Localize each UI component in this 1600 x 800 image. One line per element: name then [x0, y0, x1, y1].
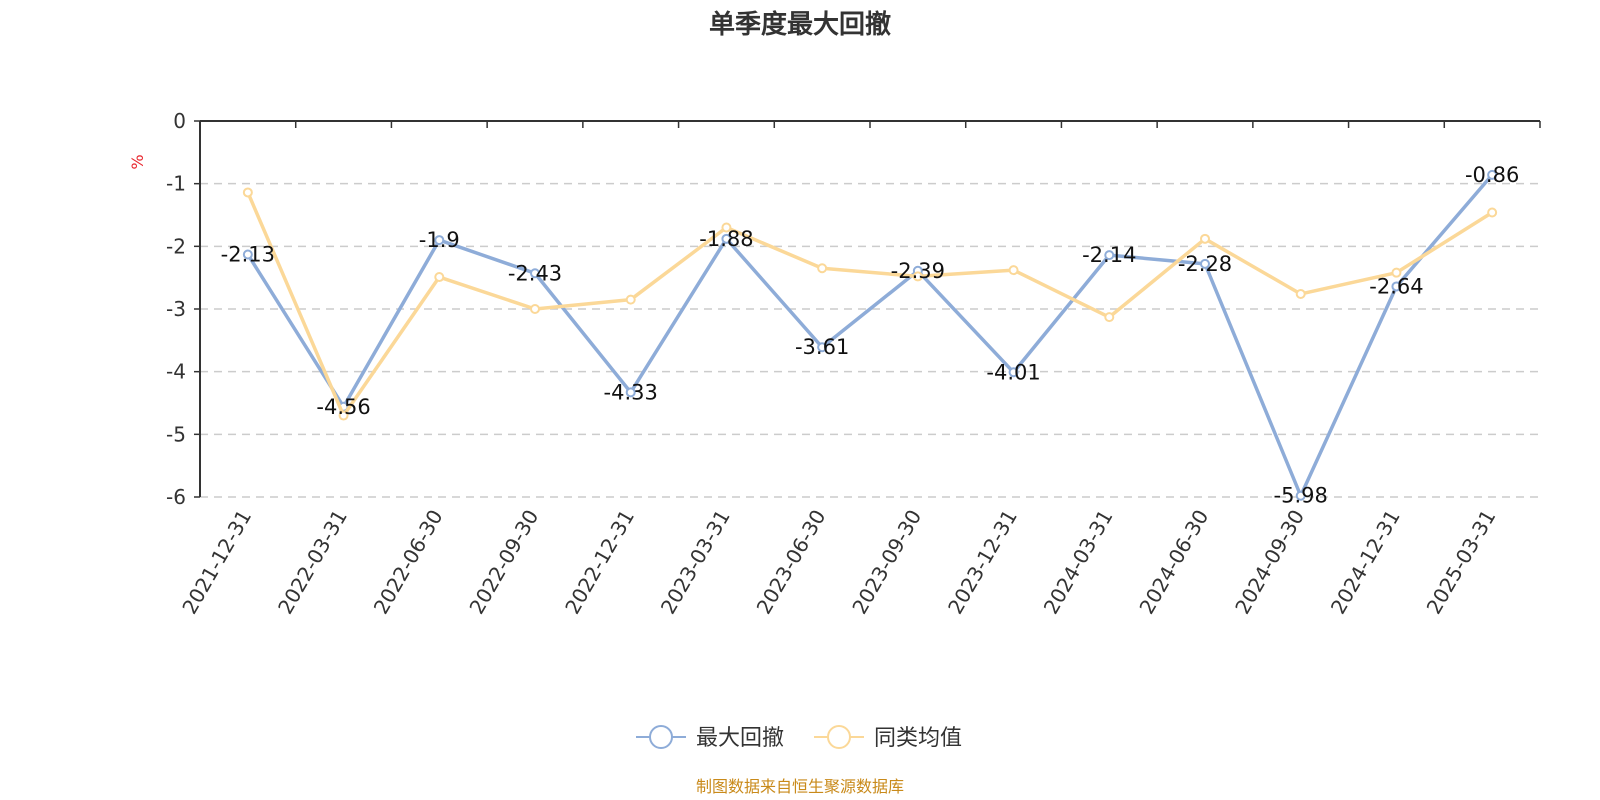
data-point [912, 271, 923, 282]
legend-marker-2 [827, 725, 851, 749]
data-label: -1.9 [419, 228, 460, 252]
data-label: -1.88 [699, 227, 753, 251]
series-line-2 [246, 191, 1494, 418]
x-tick-label: 2022-06-30 [369, 506, 448, 619]
legend-label-2: 同类均值 [874, 726, 962, 751]
legend-marker-1 [649, 725, 673, 749]
data-point [530, 304, 540, 314]
grid-lines [200, 182, 1540, 498]
data-point [1008, 367, 1019, 378]
data-point [530, 268, 540, 279]
data-label: -4.56 [316, 395, 370, 419]
data-label: -0.86 [1465, 163, 1519, 187]
x-tick-label: 2022-12-31 [560, 506, 639, 619]
data-point [1200, 233, 1210, 244]
data-point [1200, 258, 1210, 269]
chart-title: 单季度最大回撤 [709, 9, 891, 40]
y-tick-label: 0 [173, 109, 186, 133]
data-label: -2.13 [221, 242, 275, 266]
data-point [1391, 281, 1402, 292]
data-label: -4.33 [604, 380, 658, 404]
source-note: 制图数据来自恒生聚源数据库 [696, 777, 904, 796]
x-tick-label: 2024-09-30 [1230, 506, 1309, 619]
data-point [1104, 312, 1115, 323]
data-point [817, 342, 828, 353]
data-point [1008, 265, 1019, 276]
x-tick-label: 2022-09-30 [464, 506, 543, 619]
data-point [817, 263, 828, 274]
data-label: -4.01 [986, 360, 1040, 384]
y-tick-label: -4 [166, 360, 186, 384]
data-point [1487, 169, 1498, 180]
data-labels: -2.13 -4.56 -1.9 -2.43 -4.33 -1.88 -3.61 -2.39 -… [221, 163, 1520, 508]
x-tick-label: 2021-12-31 [177, 506, 256, 619]
legend[interactable]: 最大回撤 同类均值 [636, 725, 962, 751]
series-line-1 [246, 173, 1494, 498]
data-point [721, 233, 732, 244]
x-tick-label: 2024-03-31 [1039, 506, 1118, 619]
data-label: -2.43 [508, 261, 562, 285]
data-label: -5.98 [1274, 484, 1328, 508]
data-point [434, 272, 445, 283]
x-tick-label: 2024-06-30 [1134, 506, 1213, 619]
data-label: -2.39 [891, 259, 945, 283]
data-point [434, 235, 445, 246]
data-point [625, 294, 636, 305]
data-point [1295, 490, 1306, 501]
data-point [242, 249, 253, 260]
x-tick-label: 2024-12-31 [1326, 506, 1405, 619]
data-label: -2.28 [1178, 252, 1232, 276]
data-point [1391, 267, 1402, 278]
legend-label-1: 最大回撤 [696, 726, 784, 751]
data-point [721, 222, 732, 233]
data-point [625, 387, 636, 398]
data-label: -2.64 [1369, 274, 1423, 298]
y-tick-label: -2 [166, 234, 186, 258]
x-tick-label: 2023-12-31 [943, 506, 1022, 619]
data-point [1104, 250, 1115, 261]
x-tick-label: 2022-03-31 [273, 506, 352, 619]
y-tick-label: -3 [166, 297, 186, 321]
y-tick-label: -1 [166, 172, 186, 196]
x-tick-label: 2023-09-30 [847, 506, 926, 619]
data-point [1487, 207, 1498, 218]
x-tick-label: 2025-03-31 [1422, 506, 1501, 619]
x-tick-label: 2023-03-31 [656, 506, 735, 619]
y-axis-unit-label: % [128, 154, 147, 169]
data-point [242, 187, 253, 198]
x-tick-label: 2023-06-30 [752, 506, 831, 619]
series-lines [242, 169, 1498, 501]
y-tick-label: -6 [166, 485, 186, 509]
data-point [338, 410, 349, 421]
y-tick-label: -5 [166, 422, 186, 446]
data-label: -3.61 [795, 335, 849, 359]
data-label: -2.14 [1082, 243, 1136, 267]
data-point [1295, 288, 1306, 299]
